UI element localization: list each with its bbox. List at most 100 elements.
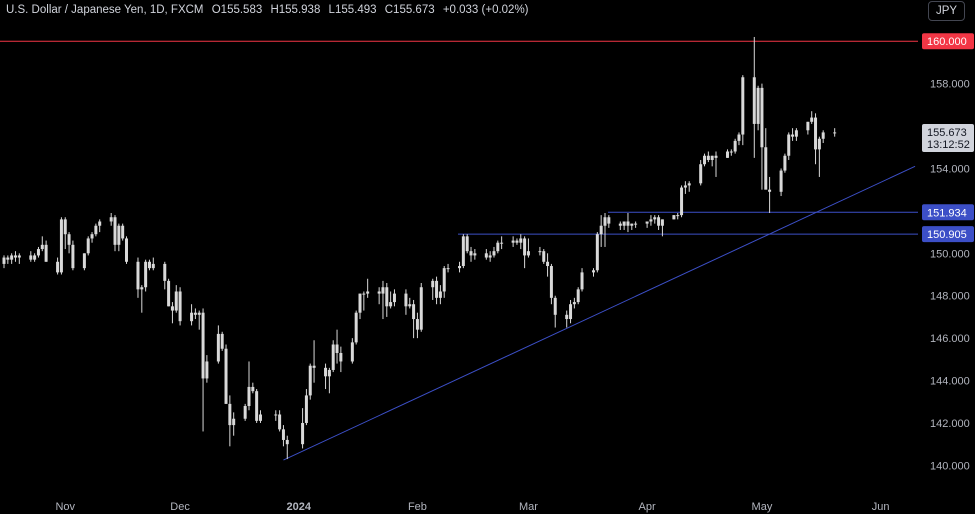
candle-body <box>197 312 201 315</box>
candle-body <box>281 429 285 440</box>
candle-body <box>258 414 262 421</box>
x-tick-label: Feb <box>408 501 427 513</box>
candle-body <box>121 225 125 239</box>
candle-body <box>676 215 680 217</box>
candle-body <box>435 280 439 298</box>
candle-body <box>660 219 664 226</box>
candle-body <box>794 130 798 137</box>
candle-body <box>59 219 63 273</box>
candle-body <box>201 312 205 379</box>
candle-body <box>33 255 37 260</box>
candle-body <box>167 280 171 307</box>
candle-body <box>419 287 423 330</box>
candle-body <box>285 439 289 445</box>
currency-button[interactable]: JPY <box>928 1 965 21</box>
candle-body <box>6 257 10 260</box>
candle-body <box>71 244 75 269</box>
x-tick-label: Apr <box>639 501 656 513</box>
candle-body <box>63 219 67 235</box>
candle-body <box>190 312 194 322</box>
candle-body <box>193 312 197 315</box>
candle-body <box>779 170 783 192</box>
candle-body <box>232 418 236 426</box>
candle-body <box>817 138 821 150</box>
candle-body <box>438 291 442 298</box>
candle-body <box>10 255 14 260</box>
candle-body <box>98 221 102 226</box>
candle-body <box>331 344 335 370</box>
candle-body <box>572 302 576 305</box>
candle-body <box>278 414 282 430</box>
candle-body <box>415 319 419 330</box>
x-tick-label: Dec <box>170 501 190 513</box>
candle-body <box>653 217 657 220</box>
candle-body <box>147 261 151 269</box>
candle-body <box>362 293 366 295</box>
candle-body <box>526 251 530 256</box>
x-tick-label: Mar <box>519 501 538 513</box>
candle-body <box>580 272 584 290</box>
candle-body <box>756 87 760 124</box>
candle-body <box>163 263 167 281</box>
countdown-label: 13:12:52 <box>927 139 970 151</box>
candle-body <box>725 151 729 158</box>
candle-body <box>350 342 354 362</box>
candle-body <box>392 293 396 303</box>
candle-body <box>741 77 745 135</box>
candle-body <box>515 240 519 243</box>
candle-body <box>124 238 128 262</box>
candle-body <box>358 293 362 313</box>
candle-body <box>680 187 684 216</box>
candle-body <box>461 236 465 267</box>
candle-body <box>752 77 756 124</box>
candle-body <box>783 155 787 171</box>
candle-body <box>174 291 178 311</box>
candle-body <box>733 140 737 152</box>
candle-body <box>136 261 140 290</box>
y-tick-label: 150.000 <box>930 248 970 260</box>
candle-body <box>94 225 98 235</box>
candle-body <box>431 280 435 288</box>
candle-body <box>335 344 339 353</box>
candle-body <box>381 287 385 294</box>
close-value: C155.673 <box>384 4 435 16</box>
candle-body <box>324 367 328 377</box>
candle-body <box>764 147 768 190</box>
candle-body <box>404 293 408 307</box>
y-tick-label: 148.000 <box>930 291 970 303</box>
candle-body <box>473 253 477 256</box>
candle-body <box>576 289 580 303</box>
candle-body <box>729 151 733 153</box>
candle-body <box>412 304 416 320</box>
y-tick-label: 146.000 <box>930 333 970 345</box>
candle-body <box>82 253 86 269</box>
candle-body <box>109 217 113 222</box>
y-tick-label: 154.000 <box>930 163 970 175</box>
candle-body <box>29 255 33 260</box>
y-tick-label: 142.000 <box>930 418 970 430</box>
y-tick-label: 140.000 <box>930 460 970 472</box>
candle-body <box>17 255 21 258</box>
candle-body <box>546 261 550 267</box>
candle-body <box>389 302 393 307</box>
candle-body <box>672 215 676 220</box>
candle-body <box>36 249 40 256</box>
candle-body <box>607 217 611 224</box>
candle-body <box>542 251 546 262</box>
candle-body <box>354 312 358 343</box>
y-tick-label: 158.000 <box>930 79 970 91</box>
last-price-badge <box>922 123 974 152</box>
candle-body <box>488 255 492 258</box>
candle-body <box>618 223 622 226</box>
candle-body <box>304 395 308 423</box>
symbol-name: U.S. Dollar / Japanese Yen, 1D, FXCM <box>6 4 204 16</box>
x-tick-label: 2024 <box>287 501 312 513</box>
candle-body <box>327 369 331 377</box>
candle-body <box>151 263 155 269</box>
candle-body <box>86 238 90 254</box>
candle-body <box>760 87 764 148</box>
candle-body <box>442 268 446 292</box>
candle-body <box>247 386 251 407</box>
candle-body <box>523 238 527 256</box>
